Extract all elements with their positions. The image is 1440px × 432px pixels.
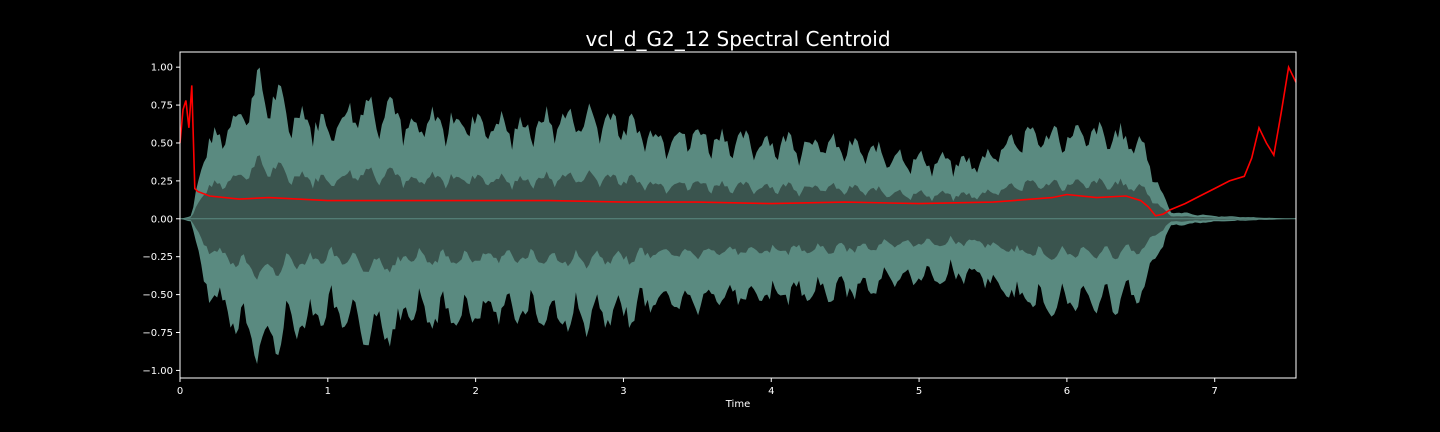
y-tick-label: 0.00 <box>151 214 173 225</box>
y-tick-label: 0.50 <box>151 138 173 149</box>
x-tick-label: 2 <box>472 386 478 397</box>
spectral-centroid-line <box>179 64 1297 217</box>
y-tick-label: −0.25 <box>142 252 173 263</box>
y-tick-label: −0.75 <box>142 328 173 339</box>
x-tick-label: 5 <box>916 386 922 397</box>
waveform-inner-envelope <box>180 155 1296 280</box>
y-tick-label: −1.00 <box>142 366 173 377</box>
x-axis-label: Time <box>725 399 750 410</box>
y-tick-label: 0.25 <box>151 176 173 187</box>
x-tick-label: 1 <box>325 386 331 397</box>
y-tick-label: 1.00 <box>151 63 173 74</box>
x-tick-label: 3 <box>620 386 626 397</box>
x-tick-label: 0 <box>177 386 183 397</box>
x-tick-label: 4 <box>768 386 774 397</box>
axes-frame <box>179 51 1297 379</box>
y-tick-label: 0.75 <box>151 101 173 112</box>
chart-title: vcl_d_G2_12 Spectral Centroid <box>585 27 890 51</box>
x-tick-label: 6 <box>1064 386 1070 397</box>
y-axis: 1.00 0.75 0.50 0.25 0.00 −0.25 −0.50 −0.75 −1.00 <box>142 63 180 377</box>
x-axis: 0 1 2 3 4 5 6 7 <box>177 378 1218 397</box>
y-tick-label: −0.50 <box>142 290 173 301</box>
x-tick-label: 7 <box>1212 386 1218 397</box>
plot-area <box>179 64 1297 364</box>
